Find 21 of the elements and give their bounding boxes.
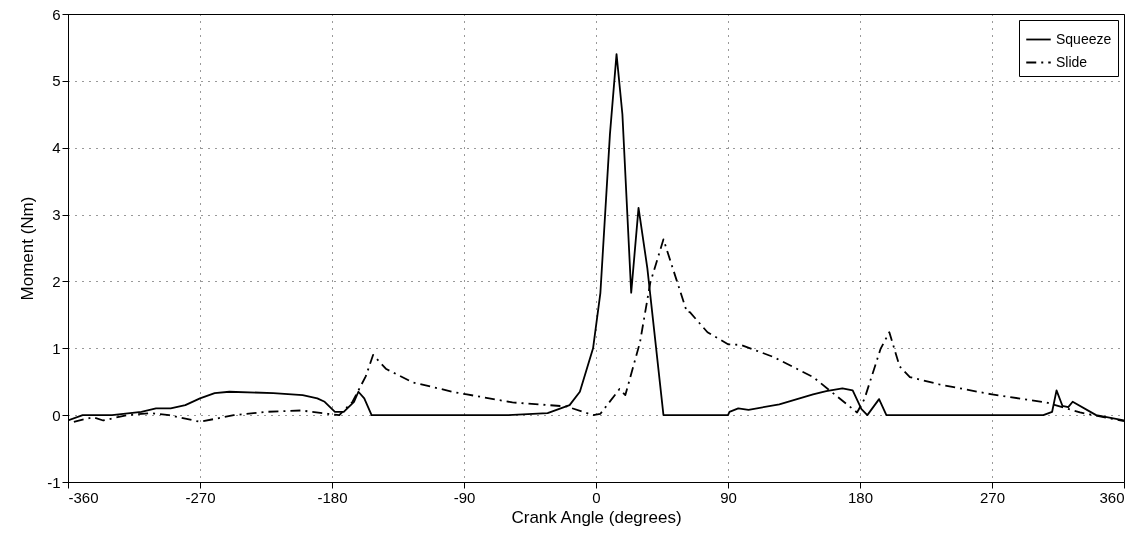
legend-label: Squeeze (1056, 30, 1112, 47)
y-tick-label: 0 (52, 406, 61, 424)
y-tick-label: 6 (52, 5, 61, 23)
y-tick-label: 4 (52, 139, 61, 157)
y-tick-label: -1 (47, 473, 61, 491)
x-tick-label: 90 (720, 488, 737, 506)
legend-label: Slide (1056, 53, 1088, 70)
y-tick-label: 1 (52, 339, 61, 357)
x-tick-label: -270 (185, 488, 216, 506)
x-tick-label: -90 (453, 488, 476, 506)
y-axis-title: Moment (Nm) (18, 196, 38, 301)
y-tick-label: 2 (52, 272, 61, 290)
y-tick-label: 5 (52, 72, 61, 90)
x-tick-label: 180 (847, 488, 874, 506)
x-tick-label: -360 (68, 488, 99, 506)
x-tick-label: -180 (317, 488, 348, 506)
x-tick-label: 360 (1099, 488, 1125, 506)
y-tick-label: 3 (52, 206, 61, 224)
x-axis-title: Crank Angle (degrees) (511, 507, 682, 527)
x-tick-label: 0 (592, 488, 601, 506)
x-tick-label: 270 (979, 488, 1006, 506)
